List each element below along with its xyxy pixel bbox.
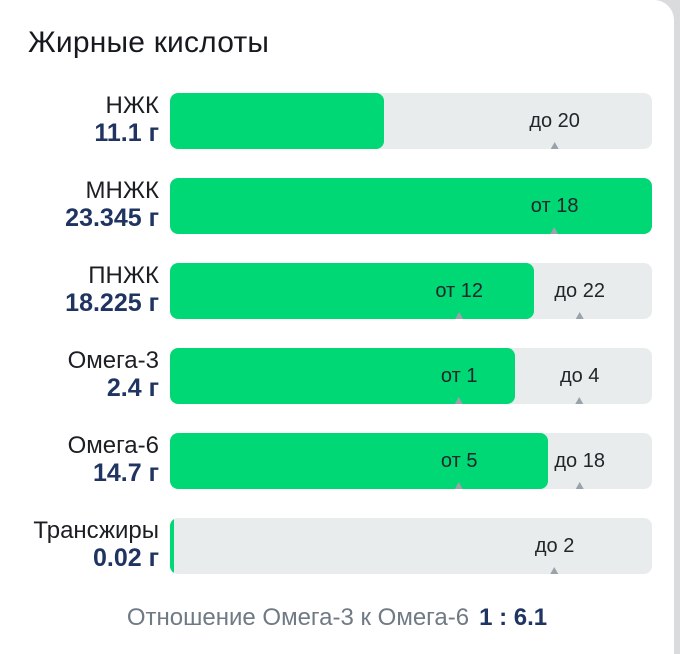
range-marker-label: до 20 bbox=[529, 110, 580, 132]
card-title: Жирные кислоты bbox=[28, 26, 270, 59]
progress-track: от 18 bbox=[170, 178, 652, 234]
row-monounsaturated: МНЖК 23.345 г от 18 bbox=[0, 177, 674, 235]
omega-ratio-label: Отношение Омега-3 к Омега-6 bbox=[126, 604, 470, 631]
nutrient-name: МНЖК bbox=[85, 177, 159, 204]
row-label: Омега-3 2.4 г bbox=[68, 347, 159, 402]
nutrient-amount: 23.345 г bbox=[65, 204, 159, 232]
progress-track: до 2 bbox=[170, 518, 652, 574]
marker-triangle-icon bbox=[575, 397, 584, 404]
row-label: МНЖК 23.345 г bbox=[65, 177, 159, 232]
marker-triangle-icon bbox=[550, 567, 559, 574]
range-marker-label: до 18 bbox=[554, 450, 605, 472]
nutrient-name: Омега-3 bbox=[67, 347, 159, 374]
progress-fill bbox=[170, 348, 515, 404]
range-marker-label: до 4 bbox=[559, 365, 600, 387]
row-trans-fats: Трансжиры 0.02 г до 2 bbox=[0, 517, 674, 575]
nutrient-name: Омега-6 bbox=[67, 432, 159, 459]
row-polyunsaturated: ПНЖК 18.225 г от 12 до 22 bbox=[0, 262, 674, 320]
range-marker: до 20 bbox=[529, 93, 580, 149]
range-marker: до 4 bbox=[560, 348, 599, 404]
marker-triangle-icon bbox=[455, 397, 464, 404]
marker-triangle-icon bbox=[550, 227, 559, 234]
range-marker-label: до 22 bbox=[554, 280, 605, 302]
progress-track: до 20 bbox=[170, 93, 652, 149]
progress-fill bbox=[170, 93, 385, 149]
marker-triangle-icon bbox=[575, 482, 584, 489]
progress-fill bbox=[170, 518, 174, 574]
nutrient-amount: 18.225 г bbox=[65, 289, 159, 317]
range-marker: от 18 bbox=[530, 178, 579, 234]
nutrient-name: НЖК bbox=[105, 92, 159, 119]
row-label: Трансжиры 0.02 г bbox=[33, 517, 159, 572]
progress-fill bbox=[170, 263, 534, 319]
progress-fill bbox=[170, 178, 652, 234]
nutrient-amount: 0.02 г bbox=[92, 544, 159, 572]
row-label: Омега-6 14.7 г bbox=[68, 432, 159, 487]
nutrient-amount: 14.7 г bbox=[92, 459, 159, 487]
progress-track: от 5 до 18 bbox=[170, 433, 652, 489]
range-marker-label: от 12 bbox=[435, 280, 484, 302]
marker-triangle-icon bbox=[550, 142, 559, 149]
omega-ratio-value: 1 : 6.1 bbox=[479, 604, 548, 631]
nutrient-name: Трансжиры bbox=[33, 517, 159, 544]
marker-triangle-icon bbox=[455, 482, 464, 489]
range-marker-label: от 18 bbox=[530, 195, 579, 217]
marker-triangle-icon bbox=[575, 312, 584, 319]
range-marker-label: от 1 bbox=[440, 365, 478, 387]
row-omega-6: Омега-6 14.7 г от 5 до 18 bbox=[0, 432, 674, 490]
range-marker: до 18 bbox=[554, 433, 605, 489]
omega-ratio: Отношение Омега-3 к Омега-6 1 : 6.1 bbox=[0, 604, 674, 632]
range-marker-label: от 5 bbox=[440, 450, 478, 472]
range-marker: от 12 bbox=[435, 263, 483, 319]
row-omega-3: Омега-3 2.4 г от 1 до 4 bbox=[0, 347, 674, 405]
progress-fill bbox=[170, 433, 549, 489]
range-marker: до 2 bbox=[535, 518, 574, 574]
range-marker: до 22 bbox=[554, 263, 605, 319]
marker-triangle-icon bbox=[455, 312, 464, 319]
nutrient-amount: 11.1 г bbox=[94, 119, 159, 147]
row-label: НЖК 11.1 г bbox=[94, 92, 159, 147]
row-saturated: НЖК 11.1 г до 20 bbox=[0, 92, 674, 150]
nutrient-name: ПНЖК bbox=[88, 262, 159, 289]
range-marker-label: до 2 bbox=[534, 535, 575, 557]
nutrient-amount: 2.4 г bbox=[106, 374, 159, 402]
row-label: ПНЖК 18.225 г bbox=[65, 262, 159, 317]
range-marker: от 5 bbox=[440, 433, 478, 489]
fatty-acids-list: НЖК 11.1 г до 20 МНЖК 23.345 г от 18 bbox=[0, 92, 674, 602]
progress-track: от 12 до 22 bbox=[170, 263, 652, 319]
progress-track: от 1 до 4 bbox=[170, 348, 652, 404]
range-marker: от 1 bbox=[440, 348, 478, 404]
